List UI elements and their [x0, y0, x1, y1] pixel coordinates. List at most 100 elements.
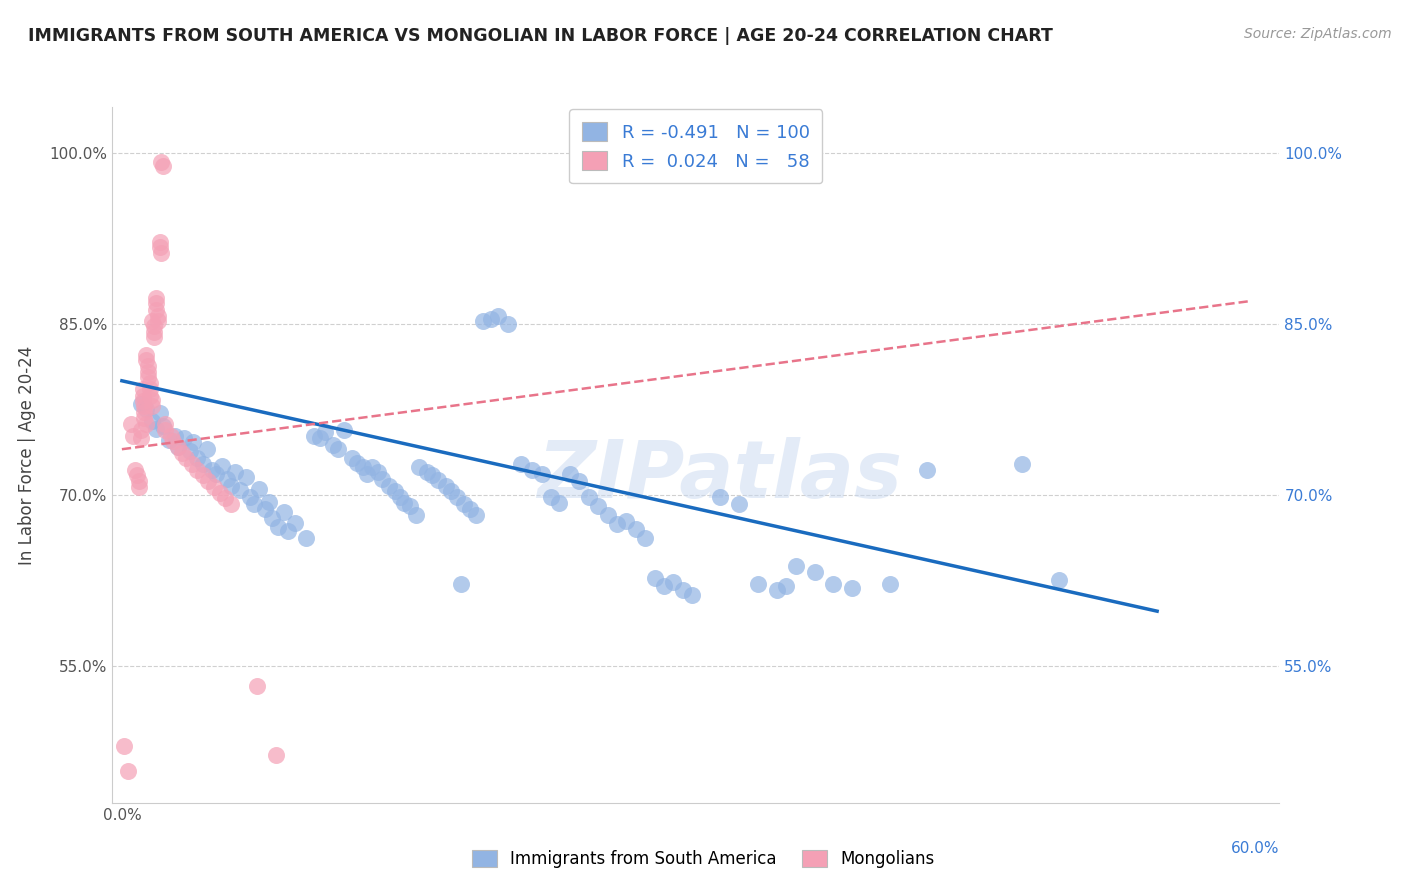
- Point: [453, 497, 475, 511]
- Point: [328, 442, 350, 457]
- Point: [558, 467, 581, 482]
- Point: [214, 491, 236, 506]
- Point: [662, 574, 685, 589]
- Point: [202, 480, 225, 494]
- Point: [446, 490, 468, 504]
- Point: [247, 482, 270, 496]
- Point: [167, 440, 190, 454]
- Point: [267, 520, 290, 534]
- Point: [174, 451, 197, 466]
- Point: [370, 472, 392, 486]
- Point: [112, 739, 135, 753]
- Point: [728, 497, 751, 511]
- Point: [208, 485, 231, 500]
- Point: [148, 240, 170, 254]
- Point: [276, 524, 298, 539]
- Point: [486, 309, 509, 323]
- Point: [785, 558, 807, 573]
- Point: [224, 465, 246, 479]
- Point: [540, 490, 562, 504]
- Point: [141, 393, 163, 408]
- Point: [253, 501, 276, 516]
- Point: [172, 445, 194, 459]
- Point: [361, 460, 384, 475]
- Point: [709, 490, 731, 504]
- Point: [578, 490, 600, 504]
- Point: [124, 463, 146, 477]
- Point: [191, 468, 214, 483]
- Point: [135, 353, 157, 368]
- Point: [472, 314, 495, 328]
- Point: [479, 312, 502, 326]
- Point: [458, 501, 481, 516]
- Point: [135, 402, 157, 417]
- Point: [246, 680, 269, 694]
- Point: [257, 494, 280, 508]
- Point: [134, 411, 156, 425]
- Point: [464, 508, 486, 523]
- Point: [128, 480, 150, 494]
- Point: [681, 588, 703, 602]
- Point: [136, 365, 159, 379]
- Point: [136, 359, 159, 373]
- Point: [135, 417, 157, 431]
- Point: [672, 582, 695, 597]
- Point: [652, 579, 675, 593]
- Point: [634, 531, 657, 545]
- Point: [352, 460, 374, 475]
- Point: [284, 516, 307, 531]
- Point: [766, 582, 789, 597]
- Point: [803, 566, 825, 580]
- Point: [211, 459, 233, 474]
- Point: [242, 497, 264, 511]
- Point: [141, 314, 163, 328]
- Point: [135, 347, 157, 361]
- Point: [596, 508, 619, 523]
- Point: [145, 422, 167, 436]
- Point: [322, 437, 344, 451]
- Point: [131, 382, 153, 396]
- Point: [239, 490, 262, 504]
- Point: [162, 434, 184, 449]
- Point: [378, 479, 401, 493]
- Legend: Immigrants from South America, Mongolians: Immigrants from South America, Mongolian…: [465, 843, 941, 875]
- Point: [148, 406, 170, 420]
- Point: [399, 500, 422, 514]
- Point: [367, 465, 389, 479]
- Point: [179, 444, 201, 458]
- Point: [146, 309, 169, 323]
- Point: [152, 159, 174, 173]
- Point: [122, 428, 145, 442]
- Point: [134, 404, 156, 418]
- Point: [644, 571, 666, 585]
- Text: 60.0%: 60.0%: [1232, 841, 1279, 856]
- Point: [547, 496, 569, 510]
- Point: [145, 296, 167, 310]
- Point: [333, 423, 356, 437]
- Point: [131, 394, 153, 409]
- Point: [142, 330, 165, 344]
- Point: [509, 457, 531, 471]
- Point: [841, 582, 863, 596]
- Point: [356, 467, 378, 482]
- Point: [917, 463, 939, 477]
- Point: [229, 483, 252, 498]
- Point: [219, 497, 242, 511]
- Point: [167, 440, 190, 454]
- Point: [219, 479, 242, 493]
- Point: [139, 376, 162, 390]
- Point: [128, 474, 150, 488]
- Point: [606, 517, 628, 532]
- Point: [152, 419, 174, 434]
- Point: [134, 399, 156, 413]
- Point: [747, 576, 769, 591]
- Point: [217, 472, 239, 486]
- Point: [129, 396, 152, 410]
- Point: [264, 747, 287, 762]
- Point: [422, 468, 444, 483]
- Y-axis label: In Labor Force | Age 20-24: In Labor Force | Age 20-24: [18, 345, 35, 565]
- Point: [614, 514, 637, 528]
- Point: [450, 576, 472, 591]
- Point: [201, 463, 224, 477]
- Point: [568, 474, 591, 488]
